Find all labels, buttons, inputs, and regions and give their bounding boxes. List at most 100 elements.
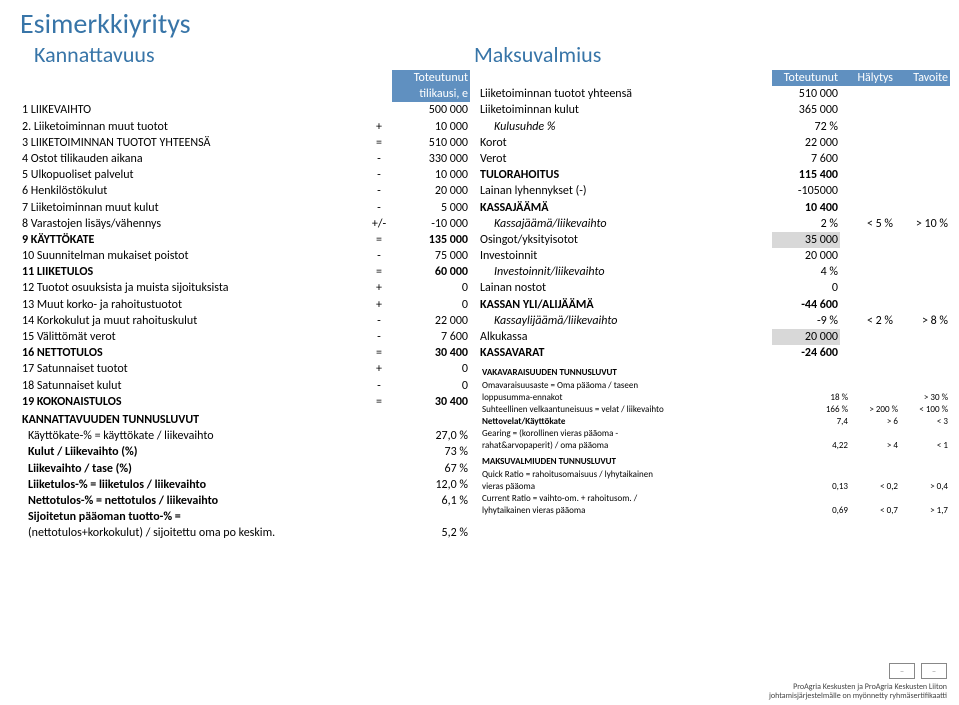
row-value: -24 600 <box>772 345 840 361</box>
row-alert <box>840 183 895 199</box>
indicator-target <box>900 493 950 505</box>
indicator-target: > 1,7 <box>900 505 950 517</box>
subtitle-kannattavuus: Kannattavuus <box>34 41 474 68</box>
liquidity-row: Lainan nostot0 <box>480 280 950 296</box>
kpi-value: 5,2 % <box>392 525 470 541</box>
row-label: Osingot/yksityisotot <box>480 232 772 248</box>
logo-placeholder: ⎯ <box>921 663 947 679</box>
row-target: > 8 % <box>895 313 950 329</box>
footer-text: ProAgria Keskusten ja ProAgria Keskusten… <box>769 683 947 701</box>
indicator-target: > 30 % <box>900 392 950 404</box>
income-row: 14 Korkokulut ja muut rahoituskulut-22 0… <box>20 313 470 329</box>
income-row: 13 Muut korko- ja rahoitustuotot+0 <box>20 297 470 313</box>
row-label: Lainan lyhennykset (-) <box>480 183 772 199</box>
liquidity-row: Kassajäämä/liikevaihto2 %< 5 %> 10 % <box>480 216 950 232</box>
row-label: 3 LIIKETOIMINNAN TUOTOT YHTEENSÄ <box>20 135 366 151</box>
kpi-value: 6,1 % <box>392 493 470 509</box>
row-value: 510 000 <box>392 135 470 151</box>
row-label: Lainan nostot <box>480 280 772 296</box>
kpi-label: (nettotulos+korkokulut) / sijoitettu oma… <box>20 525 392 541</box>
indicator-row: lyhytaikainen vieras pääoma0,69< 0,7> 1,… <box>480 505 950 517</box>
row-label: Liiketoiminnan kulut <box>480 102 772 118</box>
liquidity-row: Liiketoiminnan tuotot yhteensä510 000 <box>480 86 950 102</box>
row-target <box>895 297 950 313</box>
indicator-label: Current Ratio = vaihto-om. + rahoitusom.… <box>480 493 800 505</box>
indicator-alert: > 4 <box>850 440 900 452</box>
liquidity-row: Kassaylijäämä/liikevaihto-9 %< 2 %> 8 % <box>480 313 950 329</box>
row-value: 5 000 <box>392 200 470 216</box>
row-value: 500 000 <box>392 102 470 118</box>
row-value: 0 <box>392 280 470 296</box>
liquidity-row: KASSAJÄÄMÄ10 400 <box>480 200 950 216</box>
row-label: Alkukassa <box>480 329 772 345</box>
row-value: 20 000 <box>772 329 840 345</box>
row-target <box>895 264 950 280</box>
row-operator: = <box>366 232 392 248</box>
row-value: 20 000 <box>392 183 470 199</box>
right-header-halytys: Hälytys <box>840 70 895 86</box>
row-value: 0 <box>392 378 470 394</box>
row-alert <box>840 280 895 296</box>
kpi-row: Liiketulos-% = liiketulos / liikevaihto1… <box>20 477 470 493</box>
row-label: 4 Ostot tilikauden aikana <box>20 151 366 167</box>
row-label: 6 Henkilöstökulut <box>20 183 366 199</box>
kpi-header: KANNATTAVUUDEN TUNNUSLUVUT <box>20 412 392 428</box>
row-alert <box>840 264 895 280</box>
income-row: 1 LIIKEVAIHTO500 000 <box>20 102 470 118</box>
right-header-toteutunut: Toteutunut <box>772 70 840 86</box>
row-value: 4 % <box>772 264 840 280</box>
indicator-row: Gearing = (korollinen vieras pääoma - <box>480 428 950 440</box>
indicator-alert <box>850 392 900 404</box>
row-value: 10 400 <box>772 200 840 216</box>
row-operator: - <box>366 151 392 167</box>
kpi-label: Sijoitetun pääoman tuotto-% = <box>20 509 392 525</box>
kpi-row: Kulut / Liikevaihto (%)73 % <box>20 444 470 460</box>
row-operator: - <box>366 248 392 264</box>
income-row: 18 Satunnaiset kulut-0 <box>20 378 470 394</box>
solvency-indicators-table: VAKAVARAISUUDEN TUNNUSLUVUT Omavaraisuus… <box>480 367 950 452</box>
indicator-alert: < 0,7 <box>850 505 900 517</box>
indicator-value <box>800 493 850 505</box>
row-alert <box>840 232 895 248</box>
liquidity-row: Lainan lyhennykset (-)-105000 <box>480 183 950 199</box>
row-label: KASSAVARAT <box>480 345 772 361</box>
liquidity-row: Investoinnit/liikevaihto4 % <box>480 264 950 280</box>
indicator-alert: > 6 <box>850 416 900 428</box>
liquidity-row: KASSAN YLI/ALIJÄÄMÄ-44 600 <box>480 297 950 313</box>
indicator-row: vieras pääoma0,13< 0,2> 0,4 <box>480 481 950 493</box>
row-value: 510 000 <box>772 86 840 102</box>
row-target <box>895 248 950 264</box>
indicator-label: lyhytaikainen vieras pääoma <box>480 505 800 517</box>
row-label: 18 Satunnaiset kulut <box>20 378 366 394</box>
indicator-label: Gearing = (korollinen vieras pääoma - <box>480 428 800 440</box>
income-row: 5 Ulkopuoliset palvelut-10 000 <box>20 167 470 183</box>
liquidity-row: KASSAVARAT-24 600 <box>480 345 950 361</box>
vak-header: VAKAVARAISUUDEN TUNNUSLUVUT <box>480 367 950 379</box>
row-value: -10 000 <box>392 216 470 232</box>
row-operator: + <box>366 361 392 377</box>
kpi-row: Nettotulos-% = nettotulos / liikevaihto6… <box>20 493 470 509</box>
indicator-target: < 3 <box>900 416 950 428</box>
logo-strip: ⎯ ⎯ <box>889 663 947 679</box>
row-alert <box>840 102 895 118</box>
row-operator: + <box>366 297 392 313</box>
indicator-value: 4,22 <box>800 440 850 452</box>
row-label: Investoinnit/liikevaihto <box>480 264 772 280</box>
row-label: Korot <box>480 135 772 151</box>
row-target <box>895 102 950 118</box>
indicator-target <box>900 428 950 440</box>
row-operator: - <box>366 329 392 345</box>
kpi-value <box>392 509 470 525</box>
row-value: -105000 <box>772 183 840 199</box>
row-operator: = <box>366 264 392 280</box>
row-alert <box>840 297 895 313</box>
income-row: 3 LIIKETOIMINNAN TUOTOT YHTEENSÄ=510 000 <box>20 135 470 151</box>
kpi-table: KANNATTAVUUDEN TUNNUSLUVUT Käyttökate-% … <box>20 412 470 542</box>
indicator-alert <box>850 493 900 505</box>
income-row: 9 KÄYTTÖKATE=135 000 <box>20 232 470 248</box>
row-value: 0 <box>392 361 470 377</box>
row-value: 135 000 <box>392 232 470 248</box>
income-row: 12 Tuotot osuuksista ja muista sijoituks… <box>20 280 470 296</box>
kpi-label: Liiketulos-% = liiketulos / liikevaihto <box>20 477 392 493</box>
liquidity-indicators-table: MAKSUVALMIUDEN TUNNUSLUVUT Quick Ratio =… <box>480 456 950 517</box>
